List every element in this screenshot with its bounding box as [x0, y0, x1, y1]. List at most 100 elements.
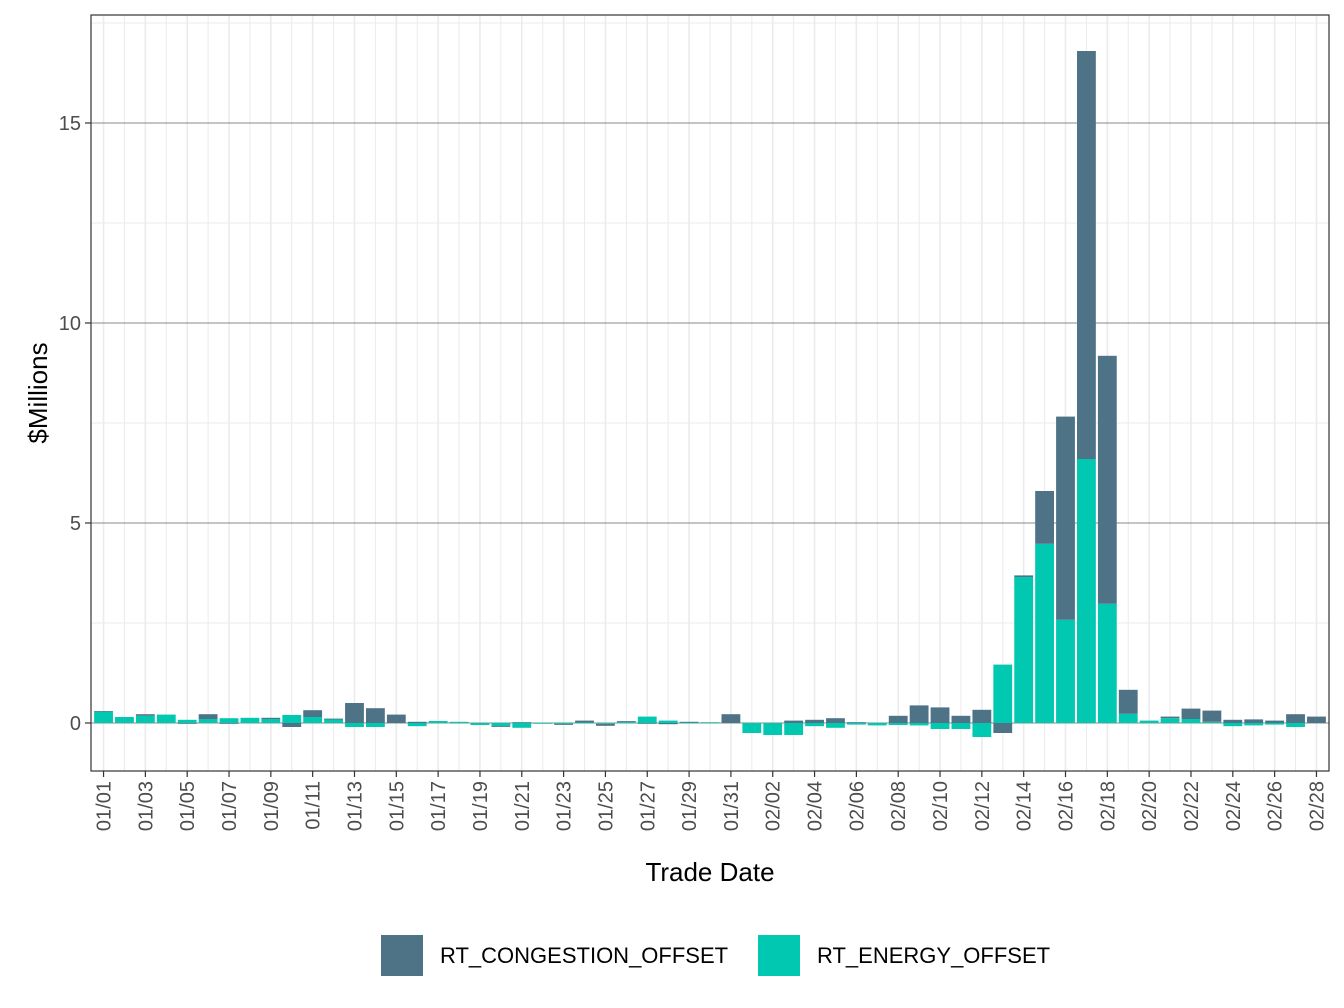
bar-rt-energy-offset — [888, 723, 908, 725]
x-axis: 01/01 01/03 01/05 01/07 01/09 01/11 01/13 01/15… — [94, 771, 1328, 831]
x-tick-label: 02/14 — [1014, 781, 1036, 831]
bar-rt-energy-offset — [1139, 720, 1159, 723]
x-tick-label: 02/26 — [1265, 781, 1287, 831]
bar-rt-energy-offset — [951, 723, 971, 729]
bar-rt-energy-offset — [1077, 459, 1096, 723]
bar-rt-energy-offset — [867, 723, 887, 726]
bar-rt-congestion-offset — [1014, 575, 1034, 577]
y-tick-label: 15 — [59, 113, 81, 135]
bar-rt-energy-offset — [554, 723, 574, 725]
x-tick-label: 01/11 — [303, 781, 325, 830]
bar-rt-congestion-offset — [846, 722, 866, 723]
x-tick-label: 01/29 — [679, 781, 701, 831]
bar-rt-congestion-offset — [1223, 719, 1243, 723]
bar-rt-congestion-offset — [303, 710, 323, 717]
bar-rt-energy-offset — [303, 717, 323, 723]
bar-rt-energy-offset — [616, 721, 636, 723]
bar-rt-energy-offset — [345, 723, 364, 727]
bar-rt-congestion-offset — [596, 723, 615, 726]
bar-rt-congestion-offset — [1118, 689, 1138, 714]
bar-rt-energy-offset — [512, 723, 532, 728]
bar-rt-congestion-offset — [930, 707, 950, 723]
x-tick-label: 01/19 — [470, 781, 492, 831]
bar-rt-energy-offset — [846, 723, 866, 725]
x-tick-label: 02/28 — [1306, 781, 1328, 831]
bar-rt-congestion-offset — [94, 711, 113, 712]
y-tick-label: 10 — [59, 313, 81, 335]
bar-rt-energy-offset — [1223, 723, 1243, 727]
bar-rt-energy-offset — [449, 721, 469, 723]
x-tick-label: 02/22 — [1181, 781, 1203, 831]
bar-rt-energy-offset — [1202, 721, 1222, 723]
bar-rt-energy-offset — [156, 714, 176, 723]
x-tick-label: 02/16 — [1056, 781, 1078, 831]
bar-rt-congestion-offset — [909, 705, 929, 723]
bar-rt-energy-offset — [993, 664, 1013, 723]
bar-rt-energy-offset — [784, 723, 804, 735]
x-tick-label: 01/05 — [177, 781, 199, 831]
x-tick-label: 02/02 — [763, 781, 785, 831]
bar-rt-energy-offset — [1265, 723, 1285, 725]
y-axis: 0 5 10 15 — [59, 113, 91, 735]
bar-rt-congestion-offset — [198, 714, 218, 719]
x-tick-label: 02/08 — [888, 781, 910, 831]
bar-rt-energy-offset — [428, 721, 448, 723]
bar-rt-congestion-offset — [345, 703, 364, 723]
bar-rt-congestion-offset — [1056, 416, 1075, 620]
bar-rt-congestion-offset — [365, 708, 385, 723]
bar-rt-congestion-offset — [554, 724, 574, 725]
bar-rt-energy-offset — [1035, 543, 1055, 723]
bar-rt-congestion-offset — [135, 714, 155, 716]
bar-rt-energy-offset — [909, 723, 929, 726]
bar-rt-congestion-offset — [386, 714, 406, 723]
x-tick-label: 01/03 — [135, 781, 157, 831]
bar-rt-energy-offset — [658, 720, 678, 723]
legend-label-rt-congestion-offset: RT_CONGESTION_OFFSET — [440, 943, 728, 968]
y-tick-label: 5 — [70, 513, 81, 535]
legend-key-rt-congestion-offset — [381, 935, 423, 976]
bar-rt-congestion-offset — [324, 718, 343, 720]
bar-rt-congestion-offset — [888, 715, 908, 723]
bar-rt-congestion-offset — [1077, 51, 1096, 459]
legend: RT_CONGESTION_OFFSET RT_ENERGY_OFFSET — [381, 935, 1050, 976]
bar-rt-energy-offset — [1244, 723, 1264, 726]
bar-rt-energy-offset — [198, 719, 218, 723]
x-tick-label: 01/15 — [386, 781, 408, 831]
bar-rt-energy-offset — [1097, 603, 1117, 723]
x-tick-label: 01/17 — [428, 781, 450, 831]
x-tick-label: 01/23 — [554, 781, 576, 831]
bar-rt-energy-offset — [1056, 619, 1075, 723]
y-axis-title: $Millions — [23, 342, 53, 443]
x-tick-label: 02/12 — [972, 781, 994, 831]
bar-rt-congestion-offset — [1097, 355, 1117, 604]
bar-rt-energy-offset — [930, 723, 950, 729]
legend-label-rt-energy-offset: RT_ENERGY_OFFSET — [817, 943, 1050, 968]
bar-rt-congestion-offset — [282, 723, 302, 727]
x-tick-label: 02/04 — [805, 781, 827, 831]
x-tick-label: 01/31 — [721, 781, 743, 831]
bar-rt-energy-offset — [826, 723, 845, 728]
bar-rt-energy-offset — [135, 715, 155, 723]
x-tick-label: 01/13 — [344, 781, 366, 831]
bar-rt-energy-offset — [219, 718, 239, 723]
bar-rt-congestion-offset — [1244, 719, 1264, 723]
x-tick-label: 02/06 — [846, 781, 868, 831]
x-tick-label: 01/27 — [637, 781, 659, 831]
gridlines — [91, 15, 1329, 771]
bar-rt-congestion-offset — [826, 718, 845, 723]
bar-rt-congestion-offset — [1307, 716, 1326, 723]
bar-rt-energy-offset — [470, 723, 490, 725]
bar-rt-energy-offset — [491, 723, 511, 727]
bar-rt-congestion-offset — [1202, 710, 1222, 722]
x-tick-label: 01/01 — [94, 781, 116, 831]
bar-rt-congestion-offset — [679, 721, 699, 723]
bar-rt-energy-offset — [177, 719, 197, 723]
bar-rt-congestion-offset — [784, 720, 804, 723]
bar-rt-energy-offset — [575, 722, 594, 724]
bar-rt-energy-offset — [282, 715, 302, 723]
bar-rt-energy-offset — [679, 722, 699, 724]
bar-rt-congestion-offset — [512, 722, 532, 723]
bar-rt-congestion-offset — [1181, 708, 1201, 719]
bar-rt-energy-offset — [1160, 718, 1180, 723]
bar-rt-energy-offset — [742, 723, 762, 733]
